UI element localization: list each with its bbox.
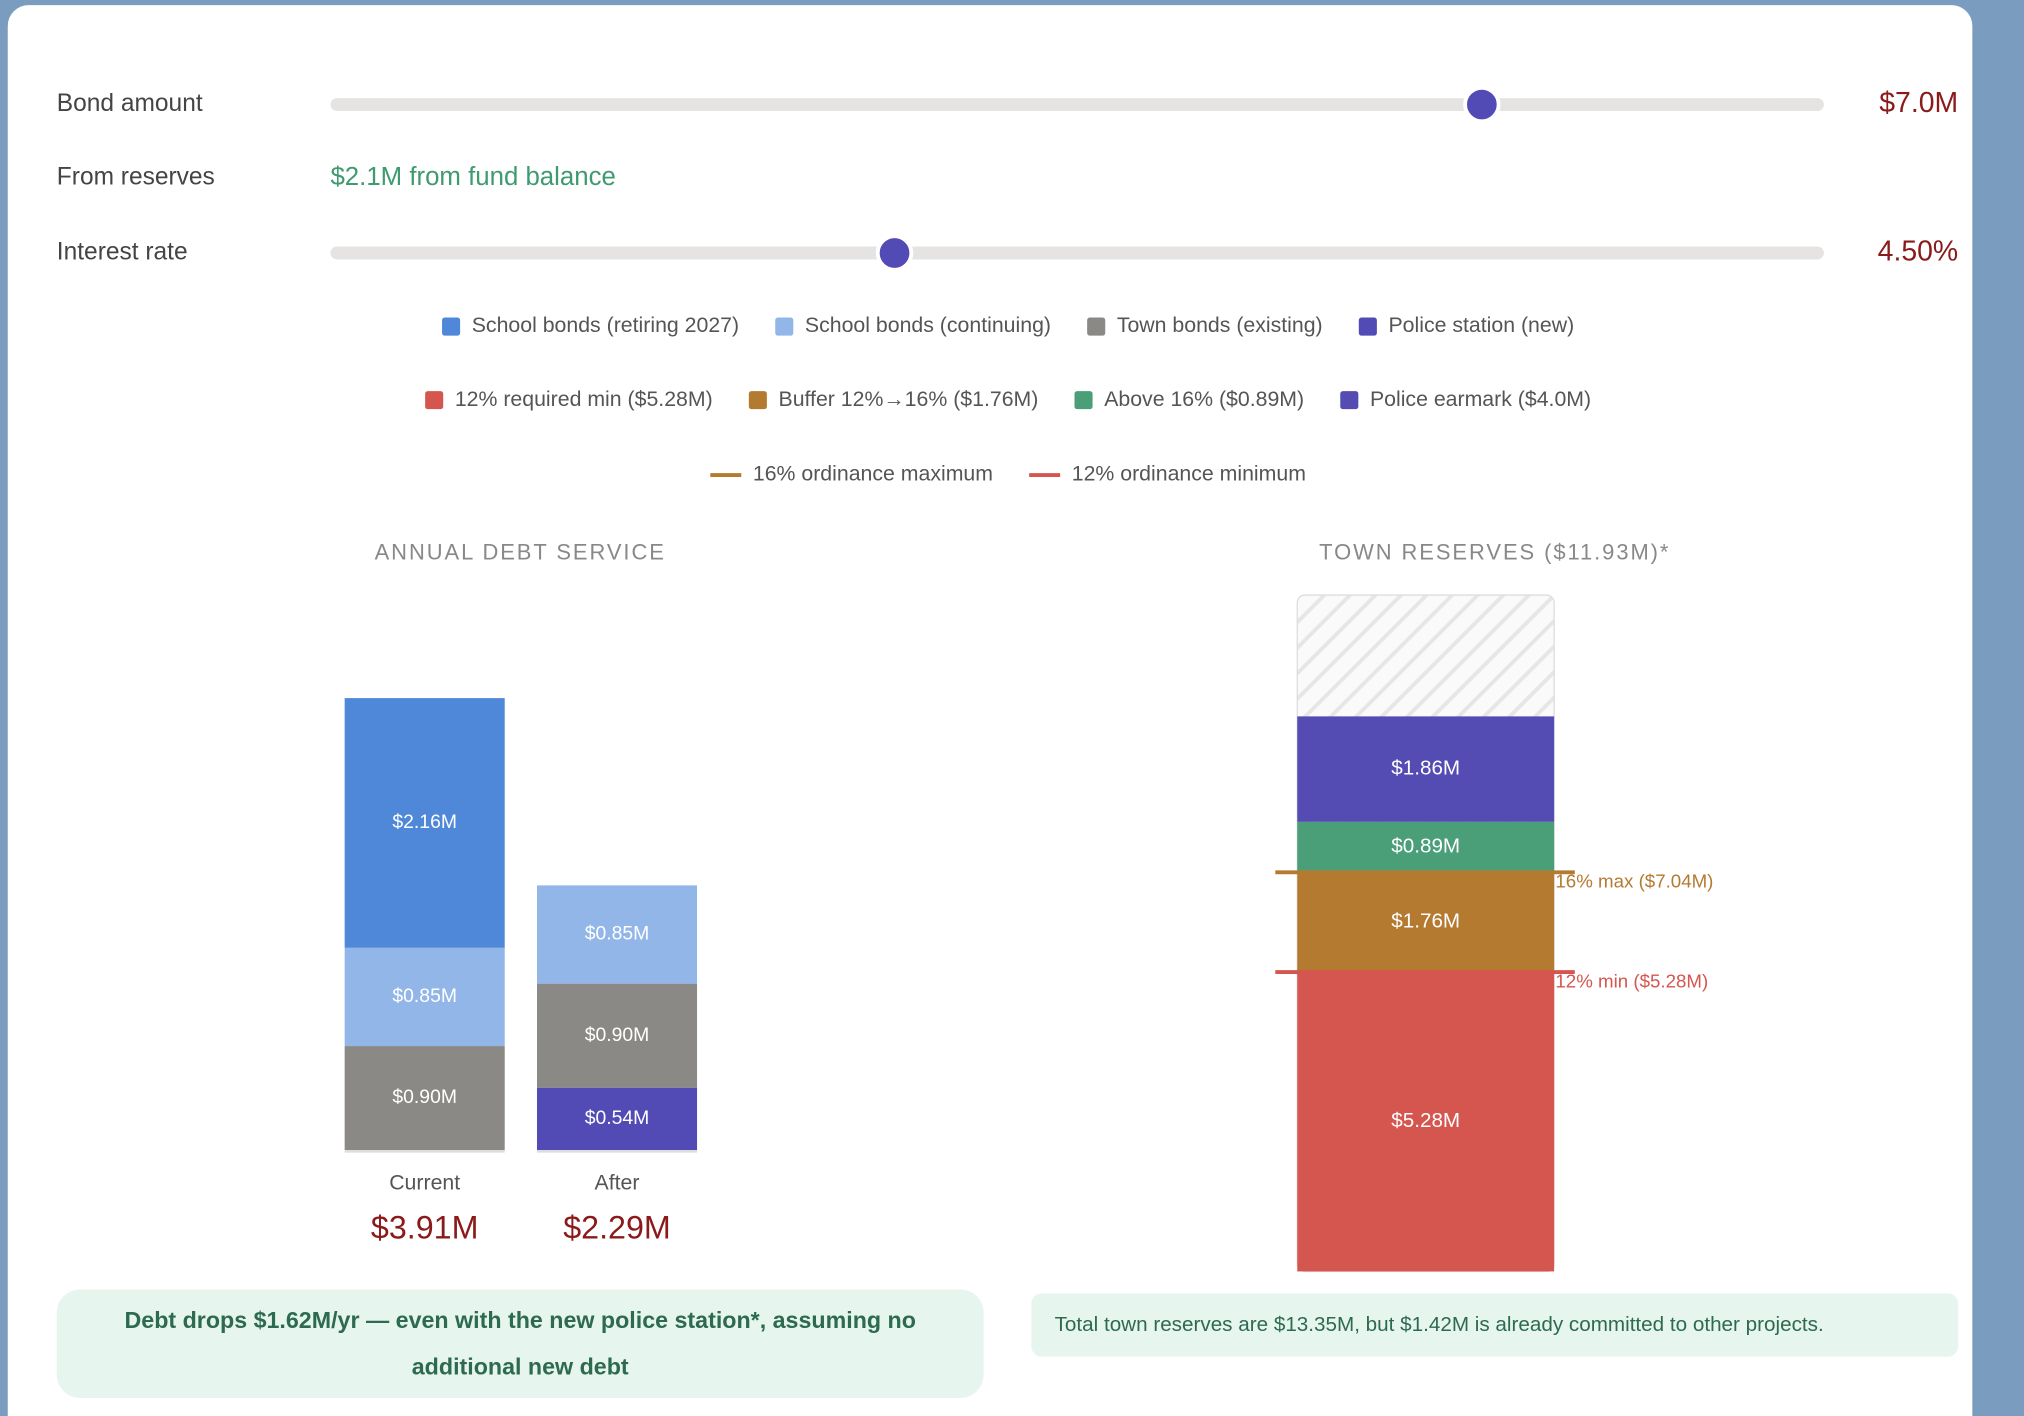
bar-segment <box>1297 821 1555 873</box>
legend-label: School bonds (retiring 2027) <box>472 313 739 337</box>
note: Debt drops $1.62M/yr — even with the new… <box>124 1307 916 1380</box>
segment-label: $2.16M <box>392 811 457 833</box>
legend-label: 16% ordinance maximum <box>753 462 993 486</box>
legend-label: School bonds (continuing) <box>805 313 1051 337</box>
control-value: $7.0M <box>1879 87 1958 119</box>
legend-swatch <box>1074 391 1093 410</box>
chart-title: ANNUAL DEBT SERVICE <box>375 540 666 565</box>
control-label: From reserves <box>57 164 215 191</box>
bar-segment <box>344 1046 505 1151</box>
bar-segment <box>1297 872 1555 973</box>
segment-label: $0.85M <box>392 985 457 1007</box>
segment-label: $1.86M <box>1391 757 1460 780</box>
slider-track[interactable] <box>330 246 1824 260</box>
legend-swatch <box>1358 317 1377 336</box>
reference-label: 12% min ($5.28M) <box>1555 970 1708 991</box>
legend-swatch <box>748 391 767 410</box>
total-label: $2.29M <box>563 1210 671 1246</box>
segment-label: $0.85M <box>585 923 650 945</box>
segment-label: $5.28M <box>1391 1109 1460 1132</box>
note-box <box>1031 1293 1959 1357</box>
note-text: Total town reserves are $13.35M, but $1.… <box>1054 1313 1824 1336</box>
slider-track[interactable] <box>330 98 1824 112</box>
control-label: Interest rate <box>57 238 188 265</box>
legend-label: Buffer 12%→16% ($1.76M) <box>779 387 1039 411</box>
legend-label: 12% ordinance minimum <box>1072 462 1306 486</box>
slider-thumb[interactable] <box>875 234 914 272</box>
card <box>7 5 1973 1416</box>
control-value: $2.1M from fund balance <box>330 163 615 191</box>
note-box <box>56 1289 984 1398</box>
note: Total town reserves are $13.35M, but $1.… <box>1054 1313 1824 1336</box>
legend-swatch <box>775 317 794 336</box>
legend-label: 12% required min ($5.28M) <box>455 387 713 411</box>
legend-label: Police station (new) <box>1388 313 1574 337</box>
legend-label: Town bonds (existing) <box>1117 313 1323 337</box>
bar-segment <box>536 885 698 984</box>
segment-label: $0.89M <box>1391 835 1460 858</box>
segment-label: $0.90M <box>392 1086 457 1108</box>
category-label: Current <box>389 1170 460 1194</box>
reference-label: 16% max ($7.04M) <box>1555 871 1713 892</box>
bar-segment <box>344 698 505 948</box>
control-label: Bond amount <box>57 90 203 117</box>
bar-segment <box>1297 972 1555 1272</box>
category-label: After <box>595 1170 640 1194</box>
total-label: $3.91M <box>371 1210 479 1246</box>
legend-swatch <box>425 391 444 410</box>
control-value: 4.50% <box>1878 235 1958 267</box>
legend-swatch <box>1340 391 1359 410</box>
bar-segment <box>536 1087 698 1151</box>
legend-label: Above 16% ($0.89M) <box>1104 387 1304 411</box>
note-text: Debt drops $1.62M/yr — even with the new… <box>124 1307 916 1380</box>
segment-label: $0.54M <box>585 1107 650 1129</box>
slider-thumb[interactable] <box>1463 85 1501 124</box>
segment-label: $1.76M <box>1391 910 1460 933</box>
legend-swatch <box>442 317 461 336</box>
bar-segment <box>536 983 698 1088</box>
bar-segment <box>344 947 505 1047</box>
chart-title: TOWN RESERVES ($11.93M)* <box>1319 540 1670 565</box>
bar-segment <box>1297 716 1555 822</box>
legend-label: Police earmark ($4.0M) <box>1370 387 1591 411</box>
legend-swatch <box>1087 317 1106 336</box>
segment-label: $0.90M <box>585 1024 650 1046</box>
